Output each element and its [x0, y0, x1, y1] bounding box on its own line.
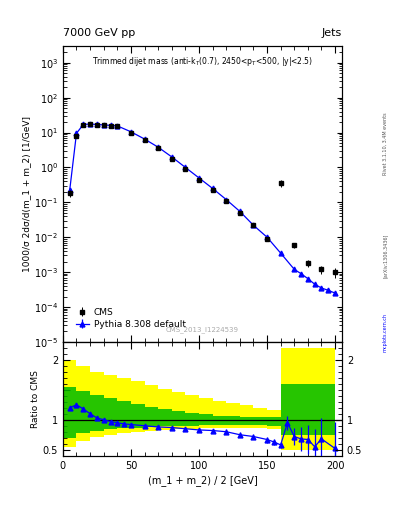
Y-axis label: Ratio to CMS: Ratio to CMS: [31, 370, 40, 428]
X-axis label: (m_1 + m_2) / 2 [GeV]: (m_1 + m_2) / 2 [GeV]: [147, 475, 257, 485]
Text: [arXiv:1306.3436]: [arXiv:1306.3436]: [383, 234, 387, 278]
Legend: CMS, Pythia 8.308 default: CMS, Pythia 8.308 default: [73, 305, 189, 331]
Y-axis label: 1000/σ 2dσ/d(m_1 + m_2) [1/GeV]: 1000/σ 2dσ/d(m_1 + m_2) [1/GeV]: [22, 116, 31, 272]
Text: CMS_2013_I1224539: CMS_2013_I1224539: [166, 326, 239, 333]
Text: Rivet 3.1.10, 3.4M events: Rivet 3.1.10, 3.4M events: [383, 112, 387, 175]
Text: 7000 GeV pp: 7000 GeV pp: [63, 28, 135, 38]
Text: Trimmed dijet mass (anti-k$_T$(0.7), 2450<p$_T$<500, |y|<2.5): Trimmed dijet mass (anti-k$_T$(0.7), 245…: [92, 55, 313, 68]
Text: Jets: Jets: [321, 28, 342, 38]
Text: mcplots.cern.ch: mcplots.cern.ch: [383, 313, 387, 352]
